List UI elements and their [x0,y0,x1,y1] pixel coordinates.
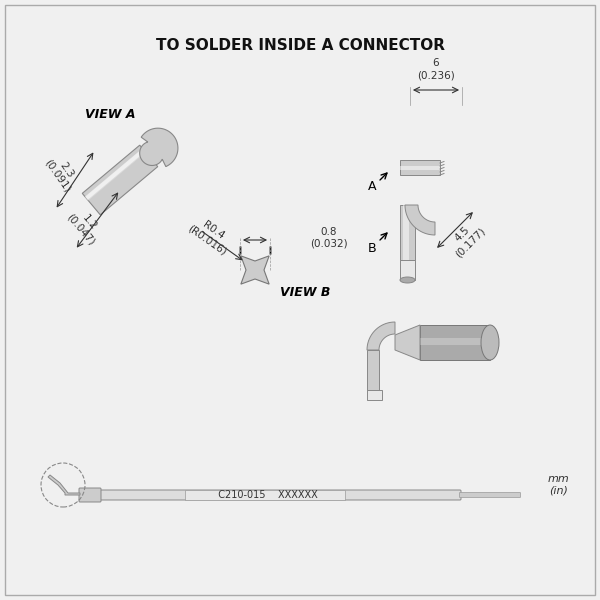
Text: 4.5
(0.177): 4.5 (0.177) [445,217,487,259]
Polygon shape [48,475,80,495]
Text: 2.3
(0.091): 2.3 (0.091) [43,151,82,194]
Text: B: B [368,241,376,254]
Text: C210-015    XXXXXX: C210-015 XXXXXX [212,490,318,500]
FancyBboxPatch shape [79,488,101,502]
Polygon shape [420,325,490,360]
Polygon shape [140,128,178,167]
FancyBboxPatch shape [460,493,521,497]
Text: TO SOLDER INSIDE A CONNECTOR: TO SOLDER INSIDE A CONNECTOR [155,37,445,52]
Polygon shape [367,322,395,350]
Polygon shape [395,325,420,360]
Polygon shape [405,205,435,235]
Text: 1.2
(0.047): 1.2 (0.047) [65,205,106,247]
Text: 0.8
(0.032): 0.8 (0.032) [310,227,347,249]
Text: A: A [368,181,376,193]
Ellipse shape [400,277,415,283]
FancyBboxPatch shape [99,490,461,500]
Polygon shape [367,350,379,390]
Polygon shape [403,205,409,260]
Text: mm
(in): mm (in) [548,474,570,496]
Polygon shape [400,260,415,280]
Text: 6
(0.236): 6 (0.236) [417,58,455,80]
Polygon shape [367,390,382,400]
Text: VIEW B: VIEW B [280,286,331,298]
Polygon shape [241,256,269,284]
Text: VIEW A: VIEW A [85,109,136,121]
Polygon shape [400,205,415,260]
Text: R0.4
(R0.016): R0.4 (R0.016) [185,214,235,257]
FancyBboxPatch shape [185,490,345,500]
Polygon shape [400,160,440,175]
Polygon shape [400,166,440,170]
Polygon shape [420,338,490,345]
Ellipse shape [481,325,499,360]
Polygon shape [85,148,145,200]
Polygon shape [82,145,158,215]
Polygon shape [85,149,146,200]
